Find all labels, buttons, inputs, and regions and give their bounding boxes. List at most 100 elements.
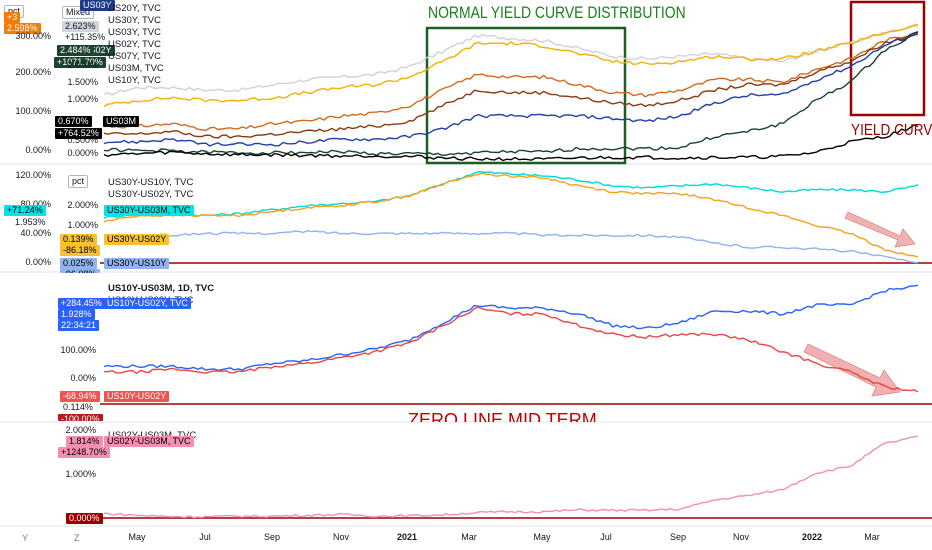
blue-value-badge-3: 1.928% <box>58 309 95 320</box>
pane1-axis-label: 300.00% <box>15 31 51 41</box>
pane1-yield-tick: 1.500% <box>67 77 98 87</box>
pane1-yield-tick: 0.500% <box>67 135 98 145</box>
series-line-us20y <box>103 23 919 108</box>
pane1-yield-tick: 0.000% <box>67 148 98 158</box>
zero-badge: 0.000% <box>66 513 103 524</box>
x-tick-label: Nov <box>332 532 350 542</box>
series-line-us07y <box>103 33 919 139</box>
orange-value-badge: 2.598% <box>4 23 41 34</box>
legend-item: US02Y, TVC <box>108 39 161 50</box>
x-tick-label: Sep <box>263 532 281 542</box>
pane2-axis-label: 40.00% <box>20 228 51 238</box>
series-line-us10y <box>103 32 919 132</box>
series-line-us30y-us03m <box>103 171 919 219</box>
legend-item: US30Y, TVC <box>108 15 161 26</box>
x-tick-label: Mar <box>864 532 880 542</box>
series-line-us10y-us02y <box>103 306 919 393</box>
down-arrow-pane3 <box>803 343 901 397</box>
pane2-legend: US30Y-US10Y, TVC US30Y-US02Y, TVC <box>108 177 193 201</box>
x-tick-label: Nov <box>732 532 750 542</box>
legend-item: US10Y, TVC <box>108 75 161 86</box>
zero-line-annotation: ZERO LINE MID TERM <box>408 410 597 422</box>
legend-item: US30Y-US10Y, TVC <box>108 177 194 188</box>
pane2-yield-tick: 1.000% <box>67 220 98 230</box>
series-line-us02y-us03m <box>103 435 919 519</box>
x-tick-label: Jul <box>199 532 211 542</box>
series-line-us02y <box>103 30 919 157</box>
orange-pct-badge-2: -86.18% <box>60 245 100 256</box>
pane4-axis-label: 2.000% <box>65 425 96 435</box>
pink-tag-badge: US02Y-US03M, TVC <box>104 436 194 447</box>
pane2-axis-label: 0.00% <box>25 257 51 267</box>
x-tick-label: May <box>128 532 146 542</box>
cyan-tag-badge: US30Y-US03M, TVC <box>104 205 194 216</box>
legend-item: US30Y-US02Y, TVC <box>108 189 194 200</box>
pane1-axis-label: 0.00% <box>25 145 51 155</box>
red-pct-badge: -68.94% <box>60 391 100 402</box>
series-line-us03m <box>103 124 919 162</box>
normal-curve-box <box>425 26 627 165</box>
inversion-box <box>849 0 926 117</box>
legend-item: US20Y, TVC <box>108 3 161 14</box>
legend-item: US07Y, TVC <box>108 51 161 62</box>
blue-tag-badge: US30Y-US10Y <box>104 258 170 269</box>
pane1-axis-label: 100.00% <box>15 106 51 116</box>
bottom-badge: -100.00% <box>58 414 103 421</box>
us02y-pct-badge: +1071.70% <box>54 57 106 68</box>
cyan-pct-badge: +71.24% <box>4 205 46 216</box>
blue-tag-badge-3: US10Y-US02Y, TVC <box>104 298 191 309</box>
pane1-axis-label: 200.00% <box>15 67 51 77</box>
pane1-yield-tick: 2.000% <box>67 60 98 70</box>
series-line-us05y <box>103 31 919 147</box>
us03y-badge: US03Y <box>80 0 115 11</box>
series-line-us30y-us02y <box>103 172 919 258</box>
series-line-us10y-us03m <box>103 284 919 372</box>
pane2-pct-toggle[interactable]: pct <box>68 175 89 188</box>
x-tick-label: 2021 <box>396 532 418 542</box>
down-arrow-pane2 <box>844 211 916 248</box>
orange-value-badge-2: 0.139% <box>60 234 97 245</box>
pane2-axis-label: 80.00% <box>20 199 51 209</box>
series-line-us30y-us10y <box>103 229 919 264</box>
legend-item: US10Y-US03M, 1D, TVC <box>108 283 215 294</box>
orange-tag-badge: US30Y-US02Y <box>104 234 170 245</box>
red-tag-badge: US10Y-US02Y <box>104 391 170 402</box>
x-tick-label: Mar <box>461 532 477 542</box>
legend-item: US03Y, TVC <box>108 27 161 38</box>
pane2-yield-tick: 2.000% <box>67 200 98 210</box>
x-tick-label: May <box>533 532 551 542</box>
us30y-pct-badge: +115.35% <box>62 32 109 43</box>
us30y-value-badge: 2.623% <box>62 21 99 32</box>
pink-value-badge: 1.814% <box>66 436 103 447</box>
series-line-us30y <box>103 25 919 96</box>
pink-pct-badge: +1248.70% <box>58 447 110 458</box>
us02y-value-badge: 2.484% <box>57 45 94 56</box>
red-value-badge: 0.114% <box>60 402 96 413</box>
us03m-value-badge: 0.670% <box>55 116 92 127</box>
us03m-tag-badge: US03M <box>103 116 140 127</box>
pane3-axis-label: 100.00% <box>60 345 96 355</box>
us03m-pct-badge: +764.52% <box>55 128 102 139</box>
pane1-legend: US20Y, TVC US30Y, TVC US03Y, TVC US02Y, … <box>108 3 164 87</box>
z-axis-button[interactable]: Z <box>74 533 80 543</box>
orange-pct-badge: +3 <box>4 12 21 23</box>
y-axis-button[interactable]: Y <box>22 533 29 543</box>
normal-curve-annotation: NORMAL YIELD CURVE DISTRIBUTION <box>428 3 686 22</box>
pane2-axis-label: 120.00% <box>15 170 51 180</box>
pane3-axis-label: 0.00% <box>70 373 96 383</box>
blue-value-badge: 0.025% <box>60 258 97 269</box>
x-tick-label: Jul <box>600 532 612 542</box>
blue-pct-badge-3: +284.45% <box>58 298 105 309</box>
blue-time-badge: 22:34:21 <box>58 320 100 331</box>
pane4-legend: US02Y-US03M, TVC <box>108 430 196 442</box>
cyan-value-badge: 1.953% <box>12 217 49 228</box>
x-tick-label: Sep <box>669 532 687 542</box>
pane1-yield-tick: 1.000% <box>67 94 98 104</box>
pane4-axis-label: 1.000% <box>65 469 96 479</box>
blue-pct-badge: -96.08% <box>60 269 100 273</box>
us02y-tag-badge: US02Y <box>80 45 115 56</box>
inversion-annotation: YIELD CURV <box>851 122 932 139</box>
legend-item: US02Y-US03M, TVC <box>108 430 196 442</box>
x-tick-label: 2022 <box>801 532 823 542</box>
